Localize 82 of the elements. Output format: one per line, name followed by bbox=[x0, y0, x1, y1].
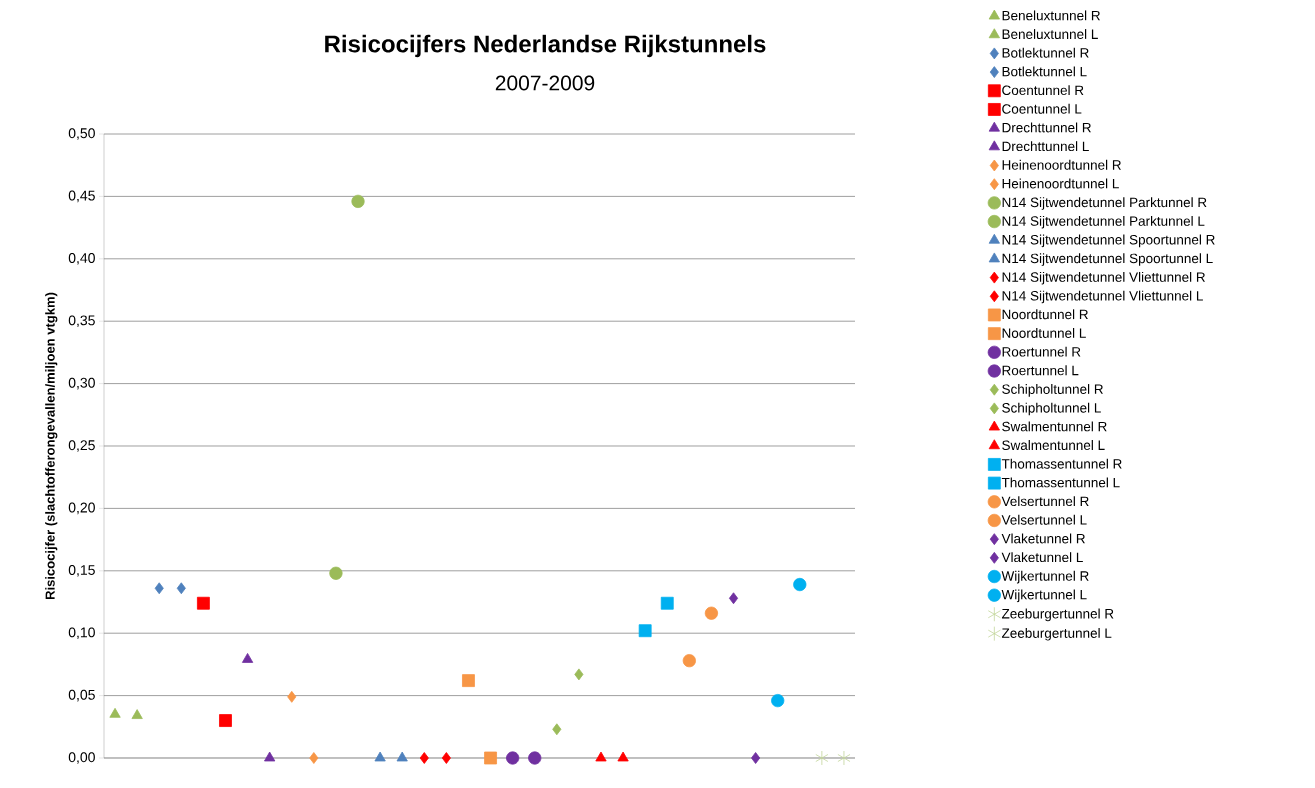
y-tick-label: 0,00 bbox=[68, 752, 95, 764]
legend-label: Wijkertunnel R bbox=[1001, 570, 1089, 584]
legend-label: Botlektunnel L bbox=[1002, 66, 1087, 77]
legend-label: Vlaketunnel R bbox=[1001, 533, 1085, 544]
point bbox=[374, 751, 386, 762]
legend-label: Beneluxtunnel L bbox=[1002, 29, 1098, 39]
legend-label: Coentunnel L bbox=[1002, 103, 1082, 114]
legend-label: N14 Sijtwendetunnel Vliettunnel R bbox=[1002, 271, 1205, 285]
point bbox=[682, 654, 696, 668]
point bbox=[552, 723, 562, 736]
legend-label: Roertunnel R bbox=[1002, 346, 1081, 357]
point bbox=[837, 750, 851, 766]
point bbox=[396, 751, 408, 762]
point bbox=[484, 751, 497, 765]
legend-label: Coentunnel R bbox=[1002, 85, 1084, 96]
point bbox=[131, 709, 143, 719]
point bbox=[815, 750, 829, 766]
point bbox=[419, 752, 429, 764]
y-tick-label: 0,30 bbox=[68, 377, 95, 390]
point bbox=[441, 752, 451, 764]
legend-label: Heinenoordtunnel R bbox=[1002, 159, 1121, 170]
legend-label: Zeeburgertunnel R bbox=[1001, 608, 1114, 622]
legend-label: N14 Sijtwendetunnel Spoortunnel R bbox=[1002, 234, 1215, 248]
point bbox=[329, 566, 343, 580]
point bbox=[264, 751, 276, 762]
legend-label: Velsertunnel R bbox=[1001, 496, 1089, 507]
point bbox=[771, 693, 785, 708]
point bbox=[506, 751, 520, 765]
point bbox=[793, 577, 807, 592]
legend-label: Wijkertunnel L bbox=[1001, 589, 1087, 603]
legend-label: Drechttunnel R bbox=[1002, 122, 1091, 133]
chart-subtitle: 2007-2009 bbox=[495, 75, 595, 91]
legend-label: Zeeburgertunnel L bbox=[1001, 627, 1112, 641]
point bbox=[287, 690, 297, 703]
legend-label: Velsertunnel L bbox=[1001, 514, 1087, 525]
y-tick-label: 0,10 bbox=[68, 627, 95, 639]
y-tick-label: 0,50 bbox=[68, 128, 95, 140]
point bbox=[219, 714, 232, 727]
point bbox=[176, 582, 186, 595]
legend-label: Schipholtunnel R bbox=[1002, 384, 1103, 397]
legend-label: N14 Sijtwendetunnel Vliettunnel L bbox=[1002, 290, 1203, 304]
legend-label: Heinenoordtunnel L bbox=[1002, 178, 1119, 189]
legend-label: Roertunnel L bbox=[1002, 365, 1079, 376]
y-axis-title: Risicocijfer (slachtofferongevallen/miljoen vtgkm) bbox=[45, 292, 58, 600]
chart-title: Risicocijfers Nederlandse Rijkstunnels bbox=[325, 34, 766, 58]
y-tick-label: 0,45 bbox=[68, 190, 95, 203]
legend-label: N14 Sijtwendetunnel Parktunnel L bbox=[1002, 215, 1205, 229]
legend-label: Swalmentunnel L bbox=[1002, 440, 1105, 451]
legend-label: Thomassentunnel R bbox=[1001, 458, 1122, 469]
legend-label: Schipholtunnel L bbox=[1002, 402, 1101, 416]
legend-label: Thomassentunnel L bbox=[1001, 477, 1120, 488]
point bbox=[729, 592, 739, 605]
legend-label: N14 Sijtwendetunnel Spoortunnel L bbox=[1002, 253, 1213, 266]
point bbox=[154, 582, 164, 595]
legend-label: Beneluxtunnel R bbox=[1002, 10, 1100, 21]
y-tick-label: 0,25 bbox=[68, 440, 95, 452]
point bbox=[638, 624, 652, 638]
point bbox=[462, 674, 475, 688]
legend-label: N14 Sijtwendetunnel Parktunnel R bbox=[1002, 197, 1207, 210]
legend-label: Botlektunnel R bbox=[1002, 47, 1089, 58]
point bbox=[528, 751, 542, 765]
y-tick-label: 0,20 bbox=[68, 502, 95, 515]
y-tick-label: 0,35 bbox=[68, 315, 95, 327]
legend-label: Noordtunnel L bbox=[1002, 328, 1086, 338]
point bbox=[197, 596, 210, 610]
legend-label: Vlaketunnel L bbox=[1001, 552, 1083, 563]
point bbox=[574, 668, 584, 681]
point bbox=[109, 707, 121, 718]
y-tick-label: 0,15 bbox=[68, 565, 95, 577]
point bbox=[617, 751, 629, 762]
point bbox=[241, 653, 254, 663]
point bbox=[595, 751, 607, 762]
y-tick-label: 0,40 bbox=[68, 253, 95, 265]
legend-label: Drechttunnel L bbox=[1002, 141, 1089, 152]
point bbox=[751, 752, 761, 764]
point bbox=[309, 752, 319, 764]
point bbox=[704, 606, 719, 620]
point bbox=[351, 194, 365, 208]
legend-label: Swalmentunnel R bbox=[1002, 421, 1107, 432]
y-tick-label: 0,05 bbox=[68, 689, 95, 702]
point bbox=[660, 596, 674, 610]
legend-label: Noordtunnel R bbox=[1002, 309, 1088, 320]
